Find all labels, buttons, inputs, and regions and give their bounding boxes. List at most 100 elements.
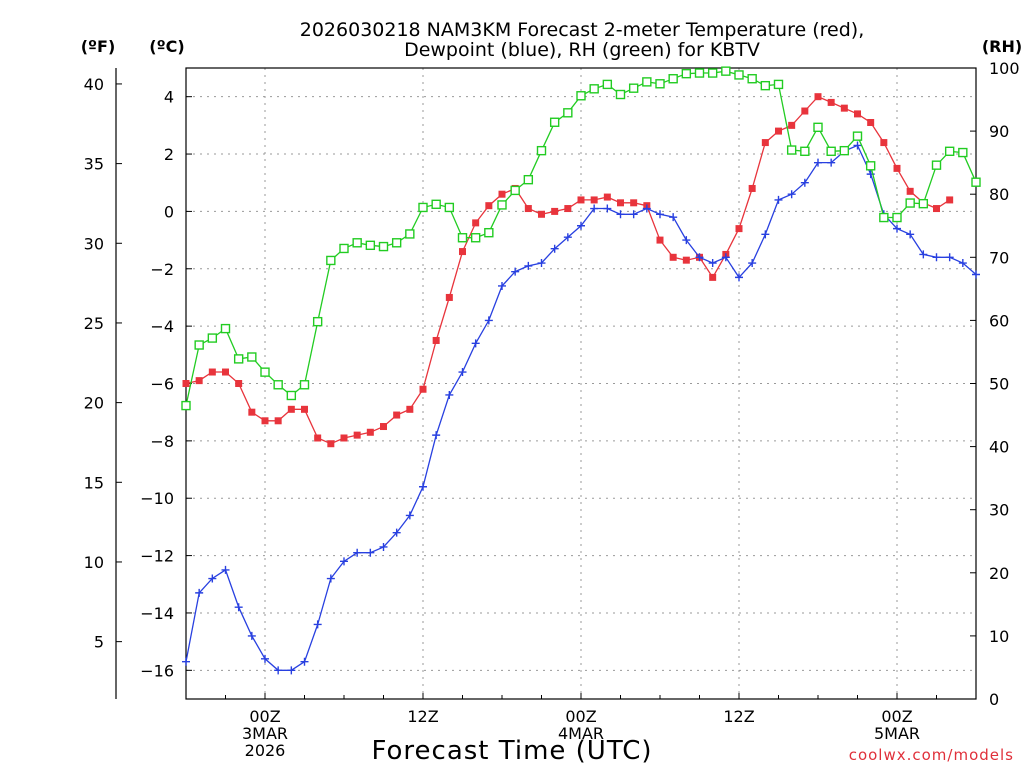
rh-tick-label: 70 bbox=[989, 248, 1009, 267]
temperature-point bbox=[551, 207, 559, 215]
temperature-point bbox=[459, 248, 466, 256]
temperature-point bbox=[748, 184, 756, 192]
dewpoint-point bbox=[340, 557, 348, 566]
rh-unit-label: (RH) bbox=[982, 37, 1022, 56]
dewpoint-point bbox=[642, 204, 651, 213]
dewpoint-point bbox=[247, 631, 256, 640]
rh-point bbox=[655, 79, 665, 89]
rh-point bbox=[760, 80, 771, 91]
dewpoint-point bbox=[563, 233, 572, 242]
dewpoint-point bbox=[800, 178, 809, 187]
temperature-point bbox=[445, 293, 453, 301]
rh-point bbox=[879, 212, 889, 223]
temperature-point bbox=[630, 199, 638, 207]
rh-point bbox=[536, 145, 547, 156]
rh-point bbox=[800, 146, 810, 156]
x-tick-label: 4MAR bbox=[558, 724, 604, 743]
rh-point bbox=[418, 202, 428, 213]
temperature-point bbox=[867, 118, 875, 126]
temperature-point bbox=[327, 440, 335, 448]
temperature-point bbox=[788, 121, 796, 129]
celsius-tick-label: −6 bbox=[150, 375, 174, 394]
rh-point bbox=[431, 199, 441, 209]
rh-point bbox=[694, 68, 705, 78]
temperature-point bbox=[485, 202, 493, 210]
rh-tick-label: 40 bbox=[989, 438, 1009, 457]
dewpoint-point bbox=[353, 548, 362, 557]
dewpoint-point bbox=[208, 574, 217, 583]
temperature-point bbox=[498, 190, 506, 198]
dewpoint-point bbox=[419, 482, 427, 491]
dewpoint-point bbox=[195, 588, 204, 597]
temperature-point bbox=[814, 93, 822, 101]
temperature-point bbox=[564, 205, 572, 213]
rh-point bbox=[681, 68, 692, 79]
temperature-point bbox=[393, 411, 401, 419]
dewpoint-point bbox=[735, 273, 743, 282]
rh-point bbox=[865, 161, 876, 171]
x-tick-label: 3MAR bbox=[242, 724, 288, 743]
rh-point bbox=[734, 70, 744, 80]
dewpoint-point bbox=[234, 603, 243, 612]
dewpoint-point bbox=[906, 230, 915, 239]
dewpoint-point bbox=[669, 213, 678, 222]
temperature-point bbox=[893, 164, 901, 172]
rh-point bbox=[286, 390, 297, 401]
rh-point bbox=[918, 198, 929, 209]
celsius-tick-label: −10 bbox=[140, 489, 174, 508]
celsius-tick-label: −8 bbox=[150, 432, 174, 451]
rh-point bbox=[299, 380, 310, 390]
temperature-point bbox=[880, 139, 888, 147]
temperature-point bbox=[406, 405, 414, 413]
dewpoint-point bbox=[366, 548, 375, 557]
temperature-point bbox=[419, 385, 427, 393]
temperature-point bbox=[669, 253, 677, 261]
dewpoint-point bbox=[498, 281, 506, 290]
rh-point bbox=[405, 229, 415, 239]
rh-point bbox=[233, 354, 244, 364]
x-tick-label: 12Z bbox=[723, 707, 754, 726]
dewpoint-point bbox=[787, 190, 796, 199]
rh-point bbox=[944, 146, 955, 156]
rh-point bbox=[365, 240, 376, 251]
temperature-point bbox=[840, 104, 848, 112]
rh-point bbox=[444, 202, 455, 213]
credit-text[interactable]: coolwx.com/models bbox=[849, 746, 1014, 764]
chart-title-line1: 2026030218 NAM3KM Forecast 2-meter Tempe… bbox=[300, 19, 864, 41]
temperature-point bbox=[353, 431, 361, 439]
dewpoint-point bbox=[774, 195, 783, 204]
dewpoint-point bbox=[958, 259, 967, 268]
rh-tick-label: 50 bbox=[989, 375, 1009, 394]
rh-point bbox=[576, 91, 586, 101]
rh-point bbox=[773, 79, 784, 90]
temperature-point bbox=[709, 273, 717, 281]
temperature-point bbox=[366, 428, 374, 436]
x-tick-label: 12Z bbox=[407, 707, 438, 726]
rh-point bbox=[181, 400, 191, 411]
temperature-point bbox=[314, 434, 322, 442]
celsius-tick-label: −16 bbox=[140, 661, 174, 680]
rh-point bbox=[839, 145, 850, 156]
dewpoint-point bbox=[221, 565, 230, 574]
dewpoint-point bbox=[405, 511, 414, 520]
rh-point bbox=[470, 233, 481, 243]
fahrenheit-tick-label: 35 bbox=[84, 155, 104, 174]
temperature-point bbox=[656, 236, 664, 244]
temperature-point bbox=[735, 225, 743, 233]
rh-point bbox=[260, 367, 270, 377]
rh-point bbox=[707, 68, 718, 78]
fahrenheit-tick-label: 25 bbox=[84, 314, 104, 333]
rh-point bbox=[312, 316, 323, 327]
rh-point bbox=[273, 380, 283, 390]
rh-point bbox=[378, 241, 389, 252]
temperature-point bbox=[801, 107, 809, 115]
x-tick-label: 2026 bbox=[245, 741, 286, 760]
fahrenheit-unit-label: (ºF) bbox=[81, 37, 116, 56]
rh-point bbox=[642, 77, 652, 87]
rh-point bbox=[931, 160, 942, 170]
dewpoint-point bbox=[721, 253, 730, 262]
dewpoint-point bbox=[761, 230, 770, 239]
dewpoint-point bbox=[300, 657, 309, 666]
dewpoint-point bbox=[182, 657, 190, 666]
dewpoint-point bbox=[577, 221, 585, 230]
